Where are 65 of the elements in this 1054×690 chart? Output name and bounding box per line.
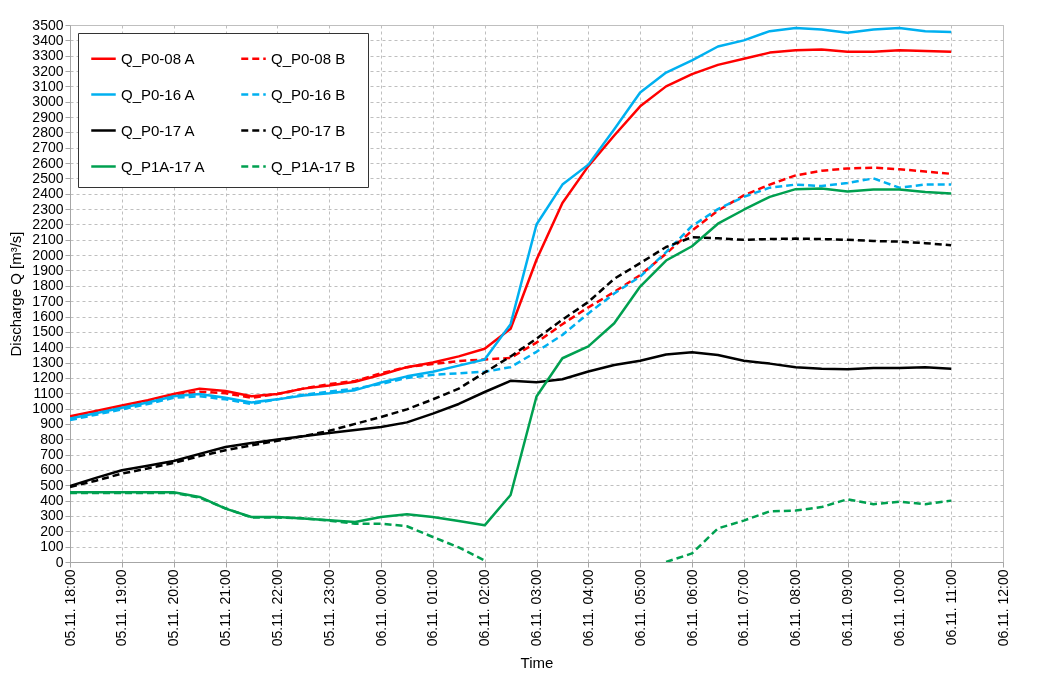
y-tick-label: 2700 — [32, 139, 64, 156]
x-tick-label: 05.11. 23:00 — [320, 569, 337, 647]
y-tick-label: 1500 — [32, 323, 64, 340]
y-tick-label: 200 — [40, 522, 64, 539]
y-tick-label: 2500 — [32, 169, 64, 186]
x-tick-label: 06.11. 03:00 — [528, 569, 544, 647]
legend-label: Q_P0-17 A — [121, 121, 195, 139]
x-tick-label: 05.11. 18:00 — [61, 569, 78, 647]
y-tick-label: 1200 — [32, 369, 64, 386]
x-tick-label: 06.11. 07:00 — [735, 569, 752, 647]
y-tick-label: 900 — [40, 415, 64, 432]
x-tick-label: 06.11. 10:00 — [890, 569, 907, 647]
y-axis-title: Discharge Q [m³/s] — [7, 231, 25, 357]
x-tick-label: 06.11. 00:00 — [372, 569, 389, 647]
legend-label: Q_P1A-17 A — [121, 157, 205, 175]
y-tick-label: 1600 — [32, 308, 64, 325]
y-tick-label: 500 — [40, 476, 64, 493]
x-tick-label: 05.11. 22:00 — [268, 569, 285, 647]
legend-label: Q_P0-08 A — [121, 49, 195, 67]
legend-label: Q_P1A-17 B — [271, 157, 356, 175]
y-tick-label: 800 — [40, 430, 64, 447]
x-tick-label: 06.11. 08:00 — [787, 569, 804, 647]
y-tick-label: 2300 — [32, 200, 64, 217]
x-tick-label: 06.11. 06:00 — [683, 569, 700, 647]
y-tick-label: 2100 — [32, 231, 64, 248]
y-tick-label: 1400 — [32, 338, 64, 355]
y-tick-label: 600 — [40, 461, 64, 478]
x-tick-label: 06.11. 11:00 — [942, 569, 959, 646]
x-tick-label: 06.11. 02:00 — [476, 569, 493, 647]
x-tick-label: 05.11. 19:00 — [113, 569, 130, 647]
legend-label: Q_P0-16 B — [271, 85, 346, 103]
y-tick-label: 700 — [40, 446, 64, 463]
y-tick-label: 1900 — [32, 261, 64, 278]
y-tick-label: 2200 — [32, 215, 64, 232]
y-tick-label: 2000 — [32, 246, 64, 263]
y-tick-label: 2600 — [32, 154, 64, 171]
y-tick-label: 3000 — [32, 93, 64, 110]
x-tick-label: 05.11. 21:00 — [217, 569, 233, 647]
y-tick-label: 100 — [40, 538, 64, 555]
y-tick-label: 3500 — [32, 16, 64, 33]
y-tick-label: 400 — [40, 492, 64, 509]
y-tick-label: 2400 — [32, 185, 64, 202]
x-tick-label: 05.11. 20:00 — [165, 569, 182, 647]
y-tick-label: 1100 — [33, 384, 64, 401]
x-tick-label: 06.11. 12:00 — [994, 569, 1011, 647]
x-tick-label: 06.11. 04:00 — [579, 569, 596, 647]
x-tick-label: 06.11. 05:00 — [631, 569, 648, 647]
y-tick-label: 1300 — [32, 354, 64, 371]
y-tick-label: 2900 — [32, 108, 64, 125]
y-tick-label: 300 — [40, 507, 64, 524]
x-tick-label: 06.11. 09:00 — [839, 569, 855, 647]
legend-label: Q_P0-17 B — [271, 121, 346, 139]
y-tick-label: 3100 — [32, 77, 64, 94]
y-tick-label: 3300 — [32, 47, 64, 64]
y-tick-label: 0 — [55, 553, 64, 570]
legend-label: Q_P0-08 B — [271, 49, 346, 67]
y-tick-label: 1000 — [32, 400, 64, 417]
y-tick-label: 2800 — [32, 123, 64, 140]
x-tick-label: 06.11. 01:00 — [424, 569, 441, 647]
y-tick-label: 3400 — [32, 31, 64, 48]
x-axis-title: Time — [520, 654, 554, 672]
legend-label: Q_P0-16 A — [121, 85, 195, 103]
y-tick-label: 1800 — [32, 277, 64, 294]
y-tick-label: 3200 — [32, 62, 64, 79]
y-tick-label: 1700 — [32, 292, 64, 309]
